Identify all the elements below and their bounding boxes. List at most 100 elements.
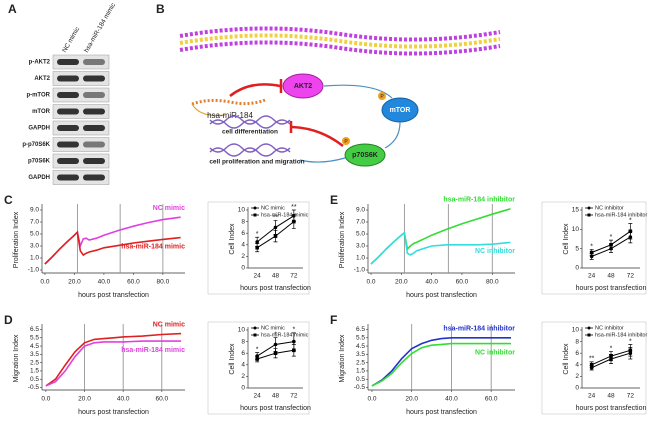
y-tick-label: -1.0 bbox=[354, 267, 366, 274]
legend-marker bbox=[253, 333, 257, 337]
y-axis-label: Cell Index bbox=[563, 223, 570, 255]
series-line bbox=[370, 231, 511, 265]
dna bbox=[209, 143, 291, 157]
y-tick-label: 2.5 bbox=[30, 359, 39, 366]
x-axis-label: hours post transfection bbox=[576, 285, 647, 292]
y-tick-label: 10 bbox=[238, 327, 246, 334]
y-tick-label: 10 bbox=[238, 207, 246, 214]
band bbox=[83, 125, 105, 131]
panel-label: A bbox=[8, 2, 17, 16]
x-tick-label: 40.0 bbox=[98, 279, 111, 286]
point bbox=[255, 357, 259, 361]
y-tick-label: 6 bbox=[241, 350, 245, 357]
band bbox=[83, 92, 105, 98]
series-label: hsa-miR-184 mimic bbox=[121, 243, 185, 250]
phospho bbox=[378, 92, 386, 100]
x-axis-label: hours post transfection bbox=[240, 285, 311, 292]
arrow bbox=[384, 121, 401, 149]
y-tick-label: 5.0 bbox=[356, 231, 365, 238]
point bbox=[589, 363, 594, 367]
phospho-label: P bbox=[380, 94, 384, 100]
x-tick-label: 60.0 bbox=[155, 396, 168, 403]
row-label: p70S6K bbox=[28, 159, 51, 165]
legend-label: hsa-miR-184 inhibitor bbox=[595, 212, 647, 218]
point bbox=[273, 342, 278, 347]
x-tick-label: 48 bbox=[607, 273, 615, 280]
legend-marker bbox=[253, 326, 257, 330]
x-tick-label: 60.0 bbox=[485, 396, 498, 403]
x-tick-label: 48 bbox=[272, 393, 280, 400]
y-tick-label: 9.0 bbox=[30, 207, 39, 214]
row-label: GAPDH bbox=[28, 175, 50, 181]
x-tick-label: 0.0 bbox=[41, 396, 50, 403]
point bbox=[589, 250, 594, 255]
y-tick-label: 6.5 bbox=[356, 326, 365, 333]
y-tick-label: 3.5 bbox=[356, 351, 365, 358]
band bbox=[83, 174, 105, 181]
x-tick-label: 72 bbox=[290, 273, 298, 280]
y-tick-label: 0 bbox=[575, 385, 579, 392]
legend-label: hsa-miR-184 inhibitor bbox=[595, 332, 647, 338]
band bbox=[57, 108, 79, 115]
y-tick-label: 8 bbox=[575, 338, 579, 345]
series-line bbox=[371, 337, 511, 387]
blot-strip bbox=[52, 120, 110, 136]
y-tick-label: 2 bbox=[241, 253, 245, 260]
y-tick-label: 0 bbox=[241, 385, 245, 392]
y-tick-label: 2 bbox=[241, 373, 245, 380]
series-line bbox=[371, 342, 511, 387]
node-label: AKT2 bbox=[294, 83, 312, 90]
frame bbox=[541, 201, 647, 295]
blot-strip bbox=[52, 153, 110, 169]
legend-marker bbox=[253, 213, 257, 217]
y-tick-label: 5 bbox=[575, 245, 579, 252]
significance: ** bbox=[273, 214, 279, 221]
significance: * bbox=[610, 234, 613, 241]
y-tick-label: 5.0 bbox=[30, 231, 39, 238]
y-tick-label: -0.5 bbox=[354, 384, 366, 391]
x-tick-label: 0.0 bbox=[367, 396, 376, 403]
y-tick-label: 7.0 bbox=[356, 219, 365, 226]
y-tick-label: 0.5 bbox=[356, 376, 365, 383]
node-label: mTOR bbox=[390, 107, 411, 114]
x-tick-label: 72 bbox=[290, 393, 298, 400]
x-tick-label: 60.0 bbox=[127, 279, 140, 286]
outcome-label: cell differentiation bbox=[222, 129, 278, 136]
x-tick-label: 40.0 bbox=[445, 396, 458, 403]
point bbox=[292, 348, 296, 353]
x-tick-label: 20.0 bbox=[405, 396, 418, 403]
legend-marker bbox=[587, 326, 591, 330]
series-line bbox=[45, 340, 182, 387]
significance: * bbox=[256, 231, 259, 238]
x-tick-label: 60.0 bbox=[456, 279, 469, 286]
point bbox=[628, 229, 633, 234]
x-axis-label: hours post transfection bbox=[576, 405, 647, 412]
point bbox=[609, 243, 613, 247]
x-axis-label: hours post transfection bbox=[78, 292, 149, 299]
membrane bbox=[179, 26, 501, 42]
x-tick-label: 20.0 bbox=[68, 279, 81, 286]
panel-label: E bbox=[330, 193, 338, 207]
y-tick-label: 10 bbox=[572, 327, 580, 334]
row-label: mTOR bbox=[32, 109, 51, 115]
y-axis-label: Migration Index bbox=[339, 334, 346, 382]
y-tick-label: 0 bbox=[241, 265, 245, 272]
significance: * bbox=[590, 243, 593, 250]
charts: C -1.0 1.0 3.0 5.0 7.0 9.0 Proliferation Index h… bbox=[4, 193, 647, 416]
row-label: GAPDH bbox=[28, 126, 50, 132]
x-tick-label: 0.0 bbox=[367, 279, 376, 286]
point bbox=[273, 234, 278, 238]
y-tick-label: 5.5 bbox=[356, 334, 365, 341]
significance: * bbox=[274, 331, 277, 338]
series-label: hsa-miR-184 inhibitor bbox=[443, 197, 515, 204]
y-tick-label: 5.5 bbox=[30, 334, 39, 341]
y-axis-label: Proliferation Index bbox=[13, 211, 20, 268]
x-axis-label: hours post transfection bbox=[78, 409, 149, 416]
node-label: p70S6K bbox=[352, 152, 378, 159]
y-tick-label: 4 bbox=[241, 362, 245, 369]
point bbox=[628, 348, 633, 353]
column-label: hsa-miR-184 mimic bbox=[83, 1, 117, 54]
legend-label: NC inhibitor bbox=[595, 325, 624, 331]
x-tick-label: 72 bbox=[627, 273, 635, 280]
point bbox=[292, 219, 296, 224]
